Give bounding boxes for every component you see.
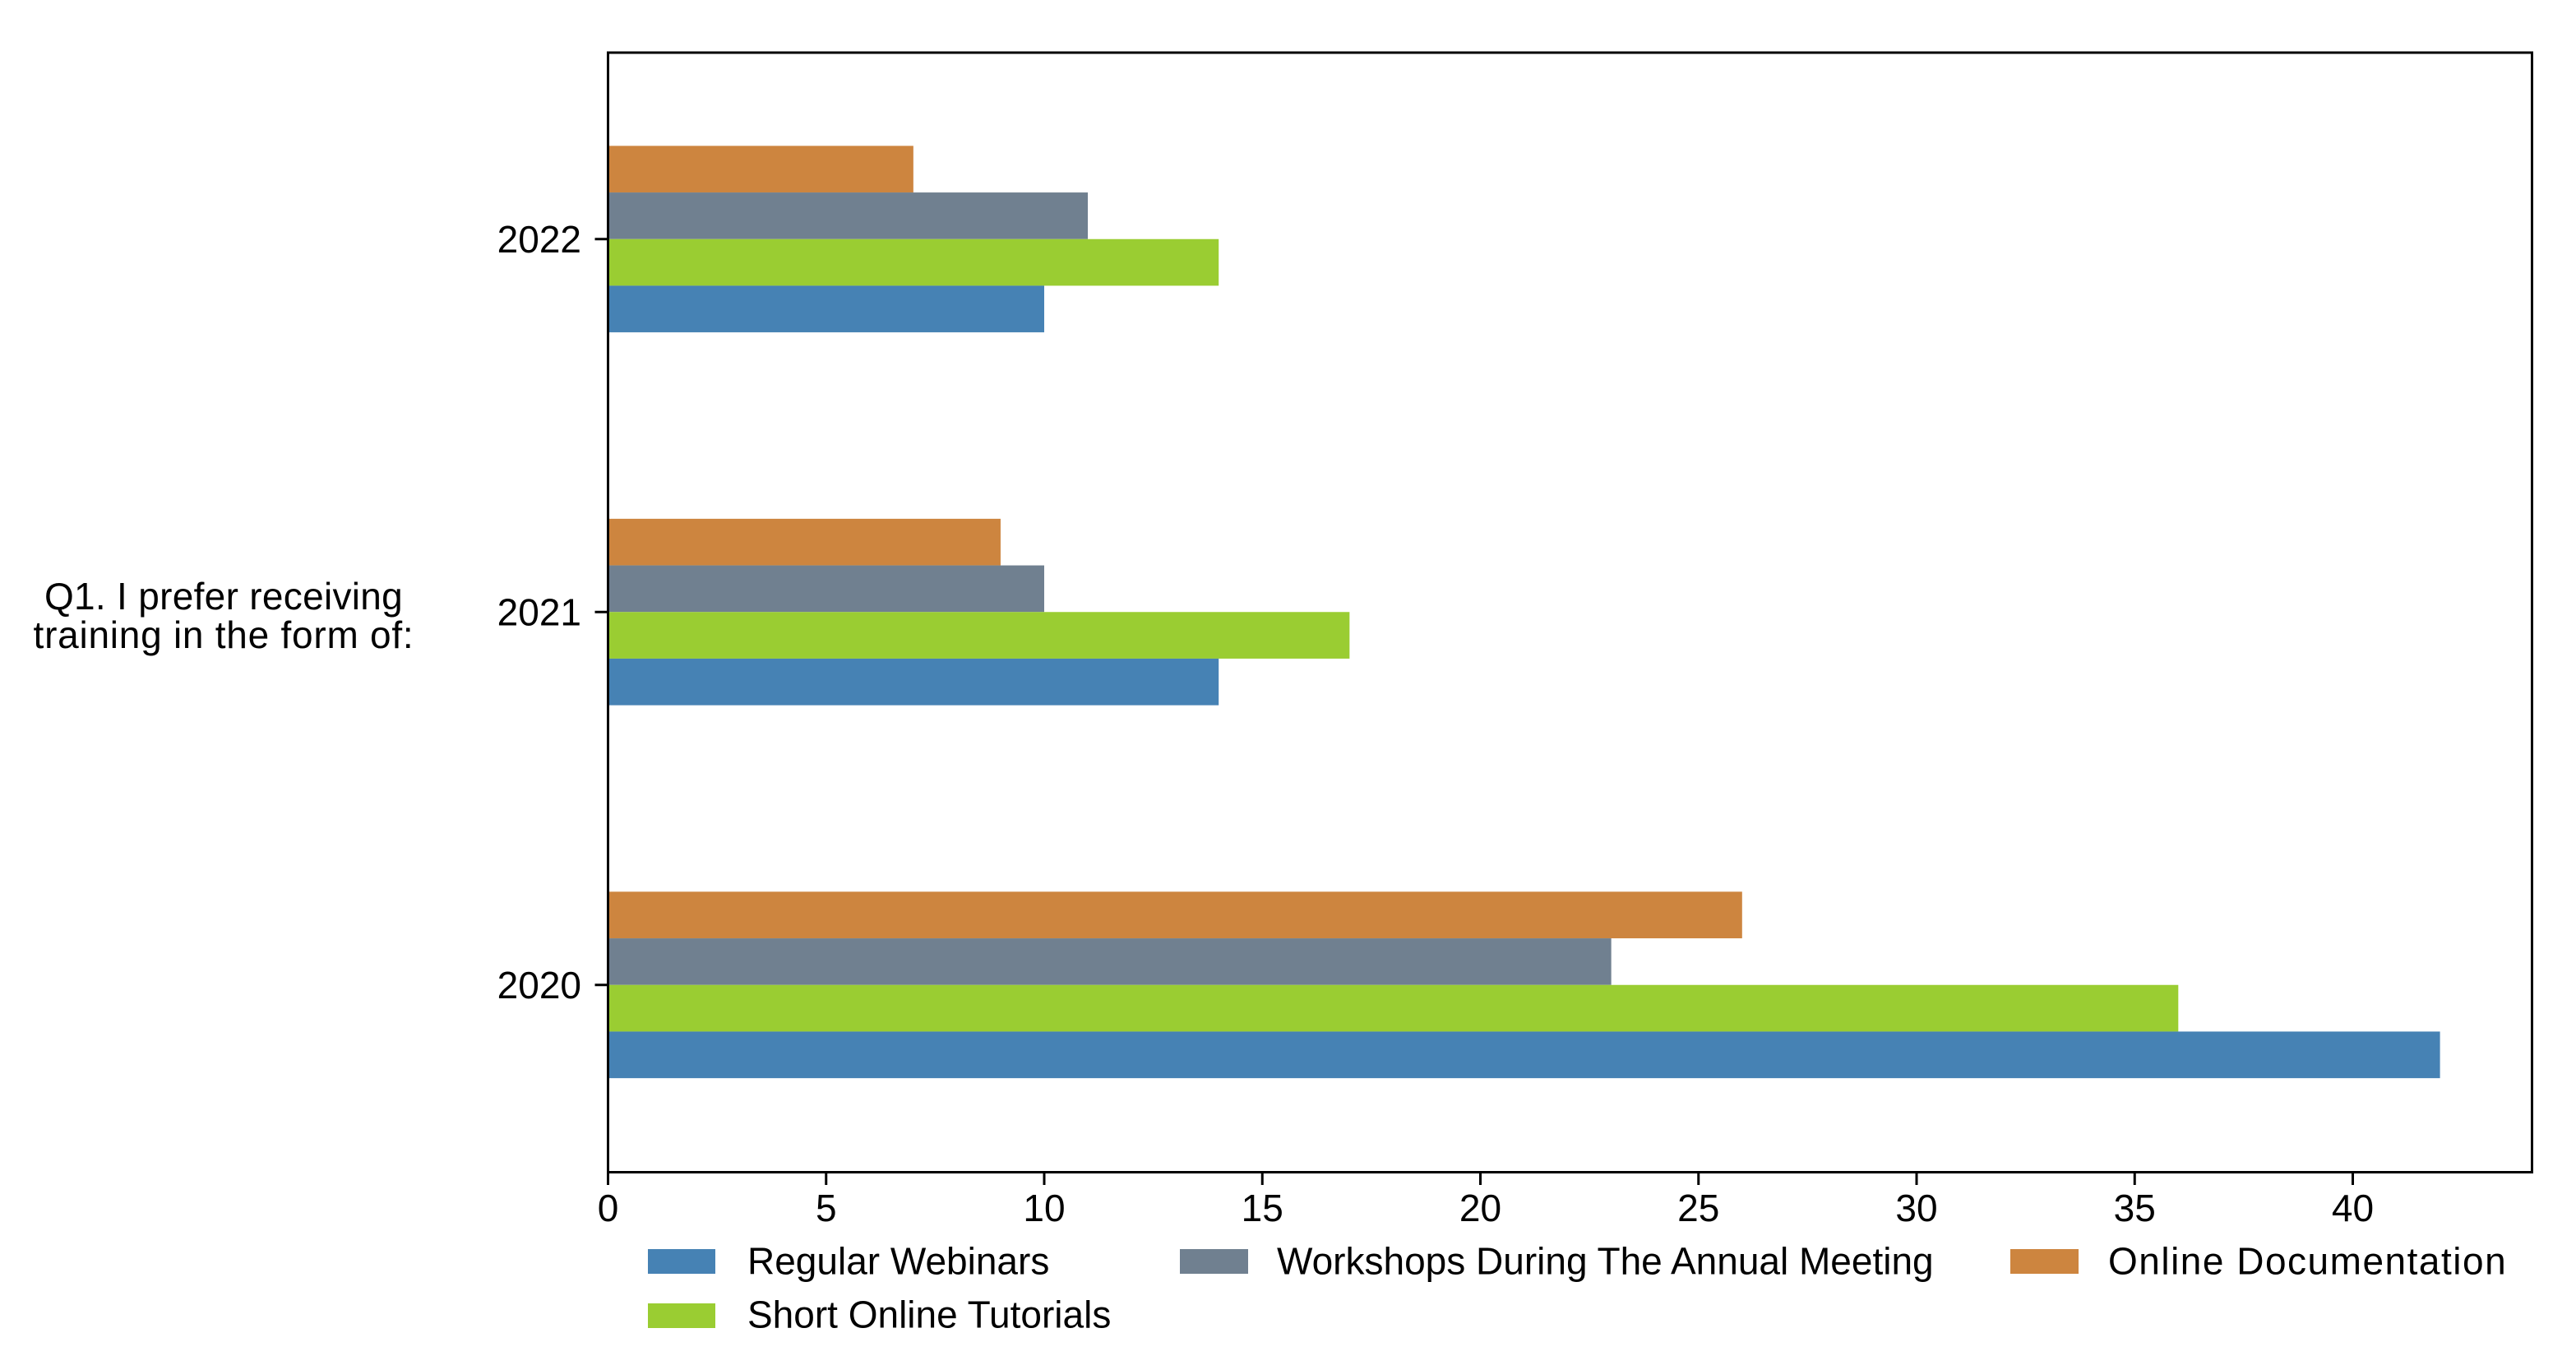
svg-text:Workshops During The Annual Me: Workshops During The Annual Meeting bbox=[1277, 1240, 1934, 1283]
svg-text:20: 20 bbox=[1459, 1187, 1501, 1229]
svg-text:Regular Webinars: Regular Webinars bbox=[747, 1240, 1049, 1283]
svg-text:training in the form of:: training in the form of: bbox=[34, 613, 414, 656]
svg-text:0: 0 bbox=[598, 1187, 619, 1229]
svg-text:10: 10 bbox=[1023, 1187, 1065, 1229]
svg-text:15: 15 bbox=[1242, 1187, 1283, 1229]
svg-text:30: 30 bbox=[1895, 1187, 1937, 1229]
svg-text:25: 25 bbox=[1677, 1187, 1719, 1229]
svg-text:2021: 2021 bbox=[497, 590, 581, 633]
svg-text:2022: 2022 bbox=[497, 218, 581, 261]
svg-text:Short Online Tutorials: Short Online Tutorials bbox=[747, 1294, 1111, 1336]
svg-text:35: 35 bbox=[2114, 1187, 2156, 1229]
svg-text:2020: 2020 bbox=[497, 964, 581, 1007]
svg-text:40: 40 bbox=[2332, 1187, 2374, 1229]
svg-text:5: 5 bbox=[816, 1187, 837, 1229]
svg-text:Q1. I prefer receiving: Q1. I prefer receiving bbox=[44, 575, 403, 618]
svg-text:Online Documentation: Online Documentation bbox=[2108, 1240, 2507, 1283]
